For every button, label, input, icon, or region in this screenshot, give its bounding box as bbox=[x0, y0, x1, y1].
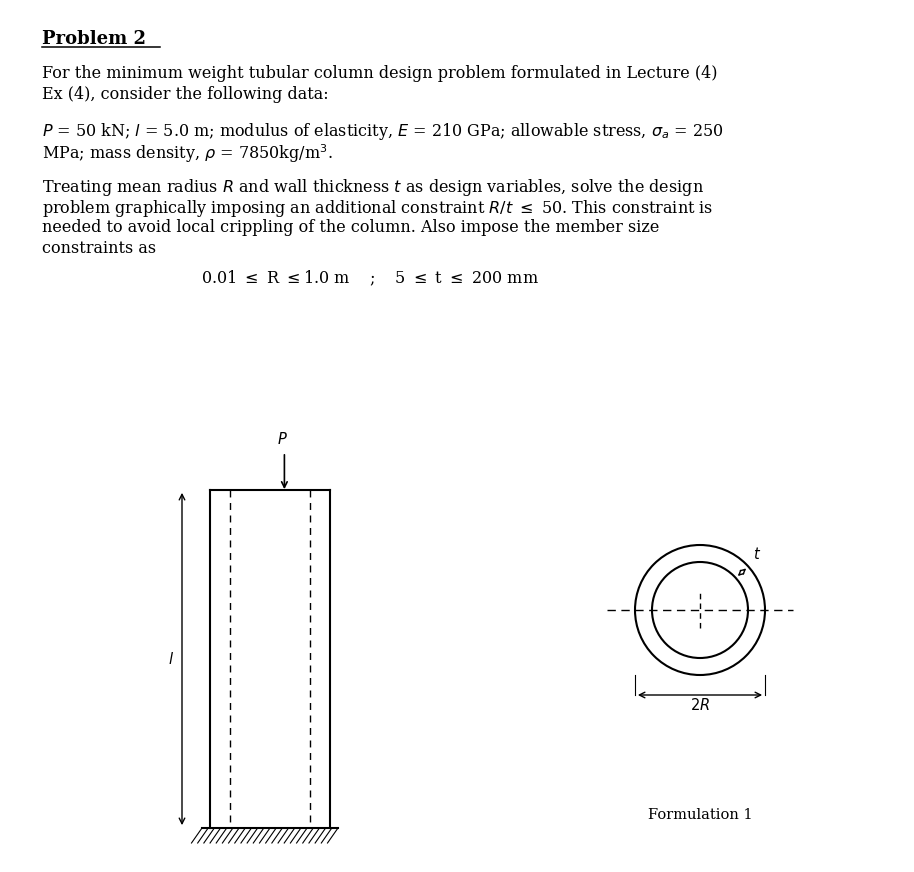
Text: constraints as: constraints as bbox=[42, 240, 156, 257]
Text: problem graphically imposing an additional constraint $R/t$ $\leq$ 50. This cons: problem graphically imposing an addition… bbox=[42, 198, 713, 219]
Text: 0.01 $\leq$ R $\leq$1.0 m    ;    5 $\leq$ t $\leq$ 200 mm: 0.01 $\leq$ R $\leq$1.0 m ; 5 $\leq$ t $… bbox=[201, 269, 539, 289]
Text: $P$: $P$ bbox=[277, 431, 288, 447]
Text: $t$: $t$ bbox=[753, 546, 761, 562]
Text: needed to avoid local crippling of the column. Also impose the member size: needed to avoid local crippling of the c… bbox=[42, 219, 659, 236]
Text: Ex (4), consider the following data:: Ex (4), consider the following data: bbox=[42, 86, 329, 103]
Text: $l$: $l$ bbox=[168, 651, 174, 667]
Text: $P$ = 50 kN; $l$ = 5.0 m; modulus of elasticity, $E$ = 210 GPa; allowable stress: $P$ = 50 kN; $l$ = 5.0 m; modulus of ela… bbox=[42, 121, 724, 142]
Text: Treating mean radius $R$ and wall thickness $t$ as design variables, solve the d: Treating mean radius $R$ and wall thickn… bbox=[42, 177, 704, 198]
Text: Formulation 1: Formulation 1 bbox=[648, 808, 752, 822]
Text: MPa; mass density, $\rho$ = 7850kg/m$^3$.: MPa; mass density, $\rho$ = 7850kg/m$^3$… bbox=[42, 142, 333, 165]
Text: Problem 2: Problem 2 bbox=[42, 30, 146, 48]
Text: $2R$: $2R$ bbox=[690, 697, 710, 713]
Text: For the minimum weight tubular column design problem formulated in Lecture (4): For the minimum weight tubular column de… bbox=[42, 65, 717, 82]
